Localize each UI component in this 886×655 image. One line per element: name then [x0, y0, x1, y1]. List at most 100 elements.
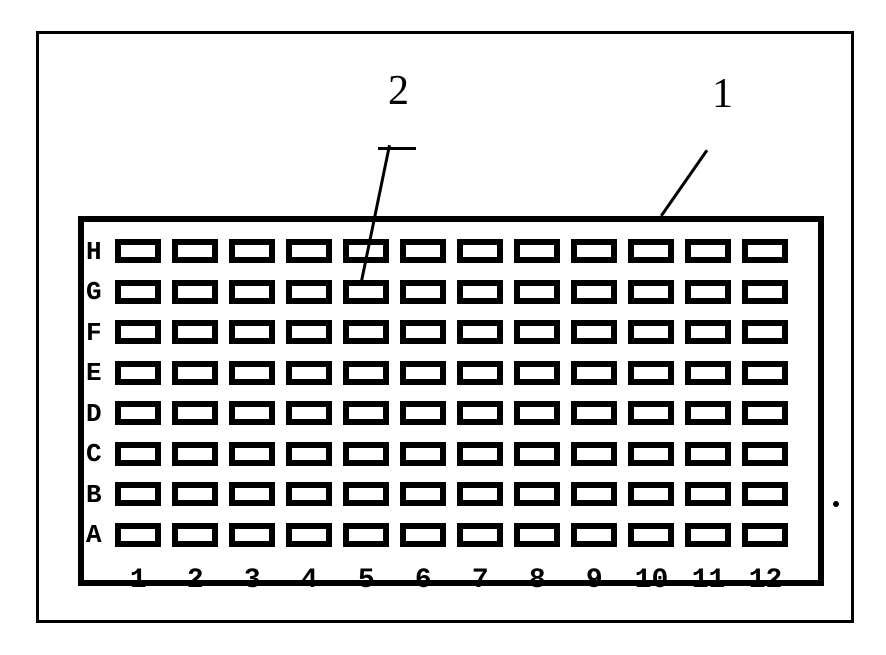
row-label: D: [86, 399, 102, 429]
well: [628, 320, 674, 344]
well: [343, 523, 389, 547]
well: [628, 442, 674, 466]
well: [571, 239, 617, 263]
callout-2-label: 2: [388, 67, 409, 115]
well: [115, 442, 161, 466]
col-label: 9: [586, 565, 603, 596]
well: [685, 361, 731, 385]
well: [457, 523, 503, 547]
well: [286, 442, 332, 466]
well: [115, 239, 161, 263]
well: [343, 320, 389, 344]
well: [571, 401, 617, 425]
well: [685, 280, 731, 304]
row-label: G: [86, 277, 102, 307]
well: [343, 401, 389, 425]
col-label: 11: [692, 565, 726, 596]
well: [571, 482, 617, 506]
well: [628, 482, 674, 506]
well: [742, 482, 788, 506]
row-label: H: [86, 237, 102, 267]
col-label: 3: [244, 565, 261, 596]
well: [742, 401, 788, 425]
col-label: 2: [187, 565, 204, 596]
row-label: F: [86, 318, 102, 348]
well: [229, 280, 275, 304]
well: [286, 401, 332, 425]
well: [286, 239, 332, 263]
well: [514, 361, 560, 385]
well: [685, 401, 731, 425]
well: [742, 239, 788, 263]
well: [286, 320, 332, 344]
well: [286, 280, 332, 304]
well: [115, 401, 161, 425]
well: [742, 320, 788, 344]
well: [514, 239, 560, 263]
well: [343, 482, 389, 506]
col-label: 8: [529, 565, 546, 596]
stray-dot: [833, 501, 839, 507]
well: [457, 482, 503, 506]
well: [115, 320, 161, 344]
diagram-canvas: HGFEDCBA 123456789101112 1 2: [0, 0, 886, 655]
well: [115, 280, 161, 304]
well: [514, 320, 560, 344]
well: [115, 361, 161, 385]
well: [457, 401, 503, 425]
well: [571, 280, 617, 304]
row-label: C: [86, 439, 102, 469]
well: [172, 239, 218, 263]
well: [685, 442, 731, 466]
well: [571, 523, 617, 547]
well: [400, 482, 446, 506]
col-label: 12: [749, 565, 783, 596]
well: [685, 482, 731, 506]
col-label: 5: [358, 565, 375, 596]
well: [286, 523, 332, 547]
well: [400, 361, 446, 385]
well: [286, 482, 332, 506]
col-label: 10: [635, 565, 669, 596]
well: [286, 361, 332, 385]
well: [457, 361, 503, 385]
well: [229, 523, 275, 547]
well: [229, 320, 275, 344]
well: [742, 442, 788, 466]
well: [742, 280, 788, 304]
well: [343, 280, 389, 304]
well: [343, 361, 389, 385]
well: [514, 280, 560, 304]
col-label: 4: [301, 565, 318, 596]
well: [172, 401, 218, 425]
well: [400, 239, 446, 263]
well: [628, 361, 674, 385]
well: [229, 482, 275, 506]
well: [742, 523, 788, 547]
well: [571, 442, 617, 466]
well: [571, 320, 617, 344]
well: [115, 523, 161, 547]
well: [172, 361, 218, 385]
row-label: A: [86, 520, 102, 550]
well: [628, 523, 674, 547]
well: [115, 482, 161, 506]
well: [400, 320, 446, 344]
col-label: 7: [472, 565, 489, 596]
well: [628, 280, 674, 304]
well: [172, 280, 218, 304]
well: [229, 239, 275, 263]
well: [685, 320, 731, 344]
well: [400, 523, 446, 547]
row-label: B: [86, 480, 102, 510]
callout-2-underline: [378, 147, 416, 150]
well: [685, 523, 731, 547]
well: [514, 482, 560, 506]
well: [172, 442, 218, 466]
well: [229, 361, 275, 385]
well: [742, 361, 788, 385]
well: [343, 442, 389, 466]
well: [628, 401, 674, 425]
well: [229, 442, 275, 466]
well: [457, 239, 503, 263]
